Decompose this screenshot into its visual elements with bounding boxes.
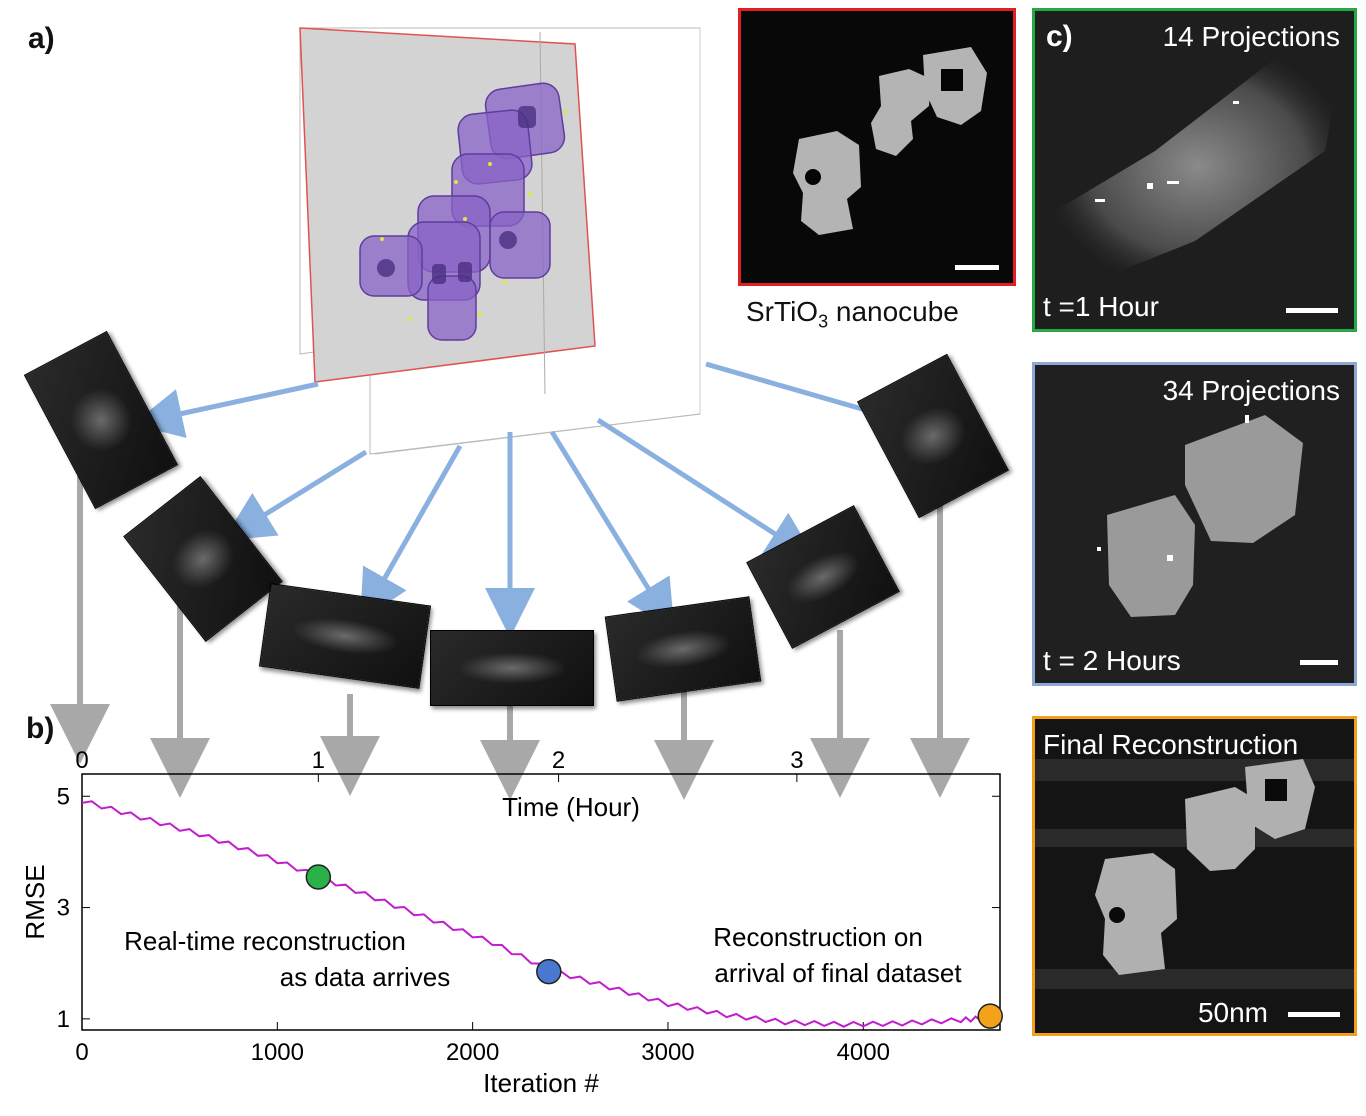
annotation-text: Real-time reconstruction	[124, 926, 406, 956]
x2-tick-label: 2	[552, 747, 565, 774]
y-axis-title: RMSE	[20, 864, 50, 939]
y-tick-label: 5	[57, 783, 70, 810]
tomogram-34-projections: 34 Projections t = 2 Hours	[1032, 362, 1357, 686]
tomogram-title: Final Reconstruction	[1043, 729, 1299, 760]
x2-tick-label: 1	[312, 747, 325, 774]
x-axis-title: Iteration #	[483, 1068, 599, 1098]
x-tick-label: 2000	[446, 1039, 499, 1066]
x2-axis-title: Time (Hour)	[502, 792, 640, 822]
timepoint-marker	[536, 958, 562, 985]
inset-caption: SrTiO3 nanocube	[746, 296, 959, 332]
scale-bar	[1288, 1012, 1340, 1017]
projection-image	[604, 596, 762, 702]
projection-image	[856, 353, 1010, 519]
slice-inset	[738, 8, 1016, 286]
timepoint-marker	[305, 864, 332, 890]
tomogram-final-reconstruction: Final Reconstruction 50nm	[1032, 716, 1357, 1036]
projection-image	[746, 505, 900, 649]
y-tick-label: 3	[57, 895, 70, 922]
x-tick-label: 3000	[641, 1039, 694, 1066]
projection-image	[123, 476, 283, 642]
timepoint-marker	[977, 1003, 1003, 1029]
y-tick-label: 1	[57, 1006, 70, 1033]
tomogram-title: 34 Projections	[1162, 375, 1340, 406]
scale-bar	[1286, 308, 1338, 313]
projection-image	[430, 630, 594, 706]
x-tick-label: 0	[75, 1039, 88, 1066]
tomogram-14-projections: 14 Projections t =1 Hour	[1032, 8, 1357, 332]
x-tick-label: 1000	[251, 1039, 304, 1066]
tomogram-time: t = 2 Hours	[1043, 645, 1181, 676]
rmse-line	[81, 800, 991, 1028]
x2-tick-label: 3	[790, 747, 803, 774]
panel-label-c: c)	[1046, 20, 1073, 53]
panel-label-a: a)	[28, 22, 55, 55]
x2-tick-label: 0	[75, 747, 88, 774]
projection-image	[23, 330, 179, 510]
annotation-text: as data arrives	[280, 962, 451, 992]
scale-bar	[1300, 660, 1338, 665]
annotation-text: Reconstruction on	[713, 922, 923, 952]
annotation-text: arrival of final dataset	[714, 958, 962, 988]
volume-render	[260, 14, 720, 458]
panel-label-b: b)	[26, 712, 55, 745]
plot-frame	[81, 773, 1001, 1031]
scale-label: 50nm	[1197, 997, 1268, 1028]
scale-bar	[955, 265, 999, 270]
tomogram-title: 14 Projections	[1162, 21, 1340, 52]
x-tick-label: 4000	[837, 1039, 890, 1066]
tomogram-time: t =1 Hour	[1043, 291, 1159, 322]
projection-image	[258, 583, 432, 689]
